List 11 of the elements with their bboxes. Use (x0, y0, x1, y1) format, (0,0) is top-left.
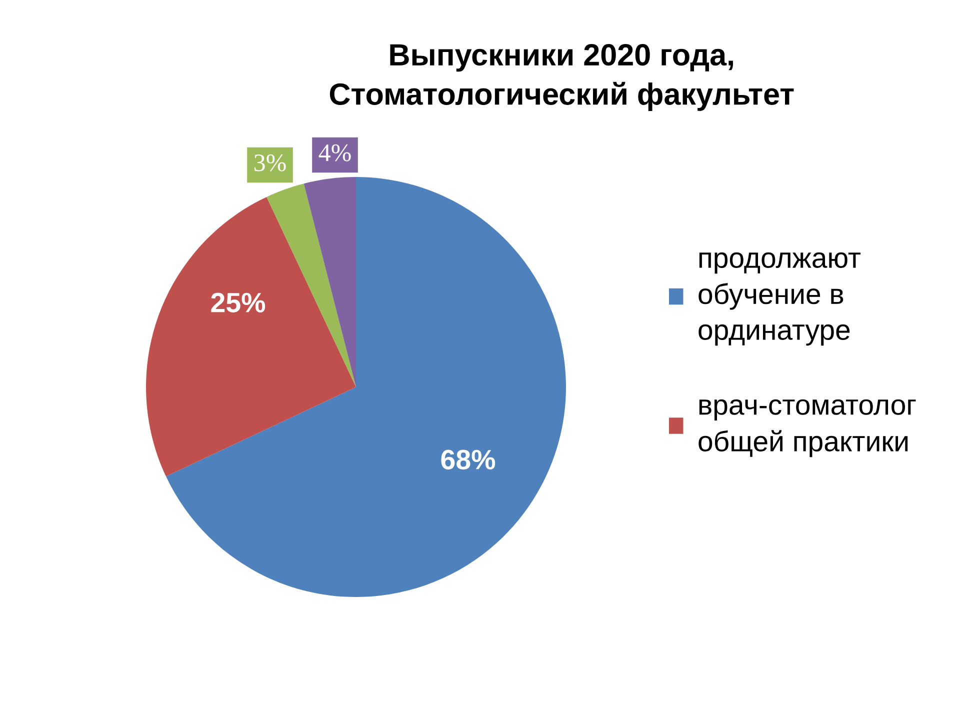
pie-slice (146, 196, 356, 476)
legend-label: врач-стоматолог общей практики (698, 399, 916, 458)
data-label: 68% (441, 450, 496, 470)
data-label: 4% (318, 144, 351, 162)
data-label: 25% (211, 292, 266, 312)
legend-label: продолжают обучение в ординатуре (698, 252, 860, 346)
chart-title: Выпускники 2020 года, Стоматологический факультет (330, 44, 794, 111)
pie-slice (304, 177, 356, 387)
pie-slice (266, 184, 356, 387)
data-label: 3% (254, 154, 286, 172)
pie-slice (166, 177, 566, 597)
